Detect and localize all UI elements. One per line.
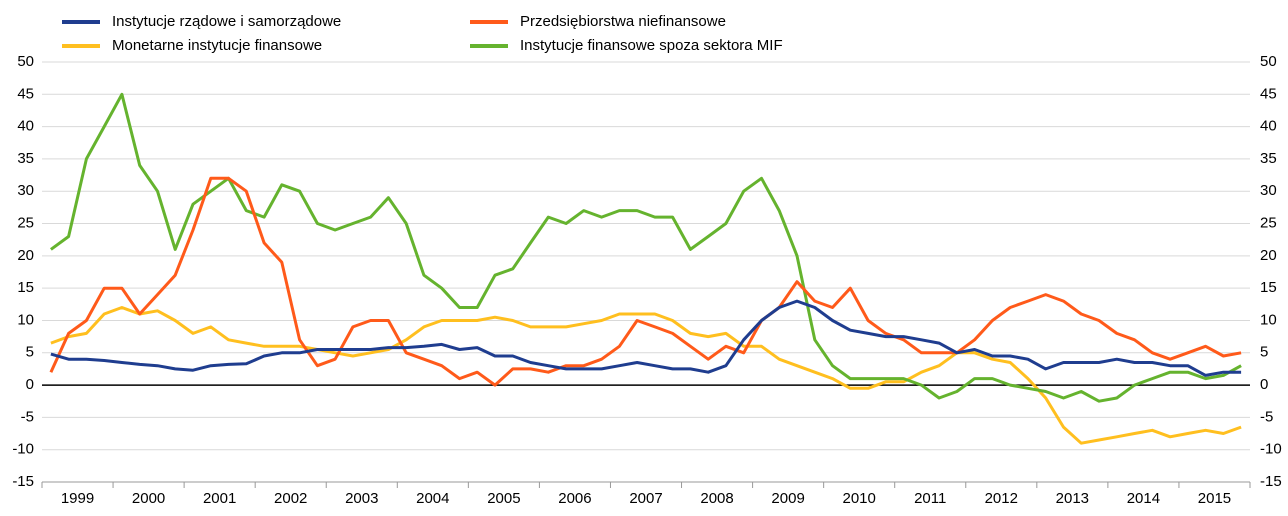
x-tick-label: 2008 <box>700 490 733 507</box>
y2-tick-label: 5 <box>1260 344 1268 361</box>
y-tick-label: 15 <box>17 279 34 296</box>
y2-tick-label: -5 <box>1260 408 1273 425</box>
y2-tick-label: 15 <box>1260 279 1277 296</box>
y2-tick-label: -15 <box>1260 473 1282 490</box>
x-tick-label: 2005 <box>487 490 520 507</box>
y-tick-label: 10 <box>17 311 34 328</box>
y2-tick-label: 30 <box>1260 182 1277 199</box>
series-line <box>49 176 1242 387</box>
x-tick-label: 2013 <box>1056 490 1089 507</box>
y-tick-label: 30 <box>17 182 34 199</box>
x-tick-label: 2014 <box>1127 490 1160 507</box>
x-tick-label: 2003 <box>345 490 378 507</box>
y-tick-label: 40 <box>17 118 34 135</box>
y-tick-label: -5 <box>21 408 34 425</box>
series-line <box>50 92 1242 403</box>
x-tick-label: 2006 <box>558 490 591 507</box>
y-tick-label: 45 <box>17 85 34 102</box>
x-tick-label: 1999 <box>61 490 94 507</box>
x-tick-label: 2002 <box>274 490 307 507</box>
x-tick-label: 2011 <box>914 490 946 507</box>
series-line <box>50 306 1242 445</box>
y-tick-label: -10 <box>12 441 34 458</box>
y2-tick-label: 45 <box>1260 85 1277 102</box>
x-tick-label: 2000 <box>132 490 165 507</box>
x-tick-label: 2007 <box>629 490 662 507</box>
x-tick-label: 2004 <box>416 490 449 507</box>
y-tick-label: -15 <box>12 473 34 490</box>
y2-tick-label: -10 <box>1260 441 1282 458</box>
y2-tick-label: 35 <box>1260 150 1277 167</box>
y2-tick-label: 20 <box>1260 247 1277 264</box>
y-tick-label: 35 <box>17 150 34 167</box>
legend-label: Instytucje finansowe spoza sektora MIF <box>520 37 783 54</box>
x-tick-label: 2001 <box>203 490 236 507</box>
x-tick-label: 2015 <box>1198 490 1231 507</box>
x-tick-label: 2010 <box>842 490 875 507</box>
legend-label: Instytucje rządowe i samorządowe <box>112 13 341 30</box>
x-tick-label: 2012 <box>985 490 1018 507</box>
x-tick-label: 2009 <box>771 490 804 507</box>
y2-tick-label: 10 <box>1260 311 1277 328</box>
legend-label: Monetarne instytucje finansowe <box>112 37 322 54</box>
y-tick-label: 50 <box>17 53 34 70</box>
y2-tick-label: 0 <box>1260 376 1268 393</box>
y-tick-label: 20 <box>17 247 34 264</box>
y-tick-label: 25 <box>17 215 34 232</box>
y-tick-label: 5 <box>26 344 34 361</box>
series-line <box>50 299 1242 377</box>
y2-tick-label: 50 <box>1260 53 1277 70</box>
y2-tick-label: 40 <box>1260 118 1277 135</box>
y2-tick-label: 25 <box>1260 215 1277 232</box>
y-tick-label: 0 <box>26 376 34 393</box>
legend-label: Przedsiębiorstwa niefinansowe <box>520 13 726 30</box>
